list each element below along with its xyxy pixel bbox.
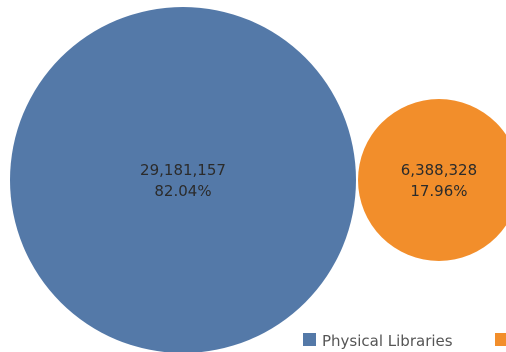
legend-swatch-second-series <box>495 333 506 346</box>
bubble-percent-label-0: 82.04% <box>154 182 211 200</box>
bubble-0 <box>10 7 356 352</box>
bubble-1 <box>358 99 506 261</box>
bubble-value-label-0: 29,181,157 <box>140 161 226 179</box>
bubble-value-label-1: 6,388,328 <box>401 161 477 179</box>
bubbles-group: 29,181,157 82.04% 6,388,328 17.96% <box>10 7 506 352</box>
legend-label-physical-libraries: Physical Libraries <box>322 332 453 350</box>
legend-swatch-physical-libraries <box>303 333 316 346</box>
legend: Physical Libraries <box>303 332 506 350</box>
bubble-percent-label-1: 17.96% <box>410 182 467 200</box>
